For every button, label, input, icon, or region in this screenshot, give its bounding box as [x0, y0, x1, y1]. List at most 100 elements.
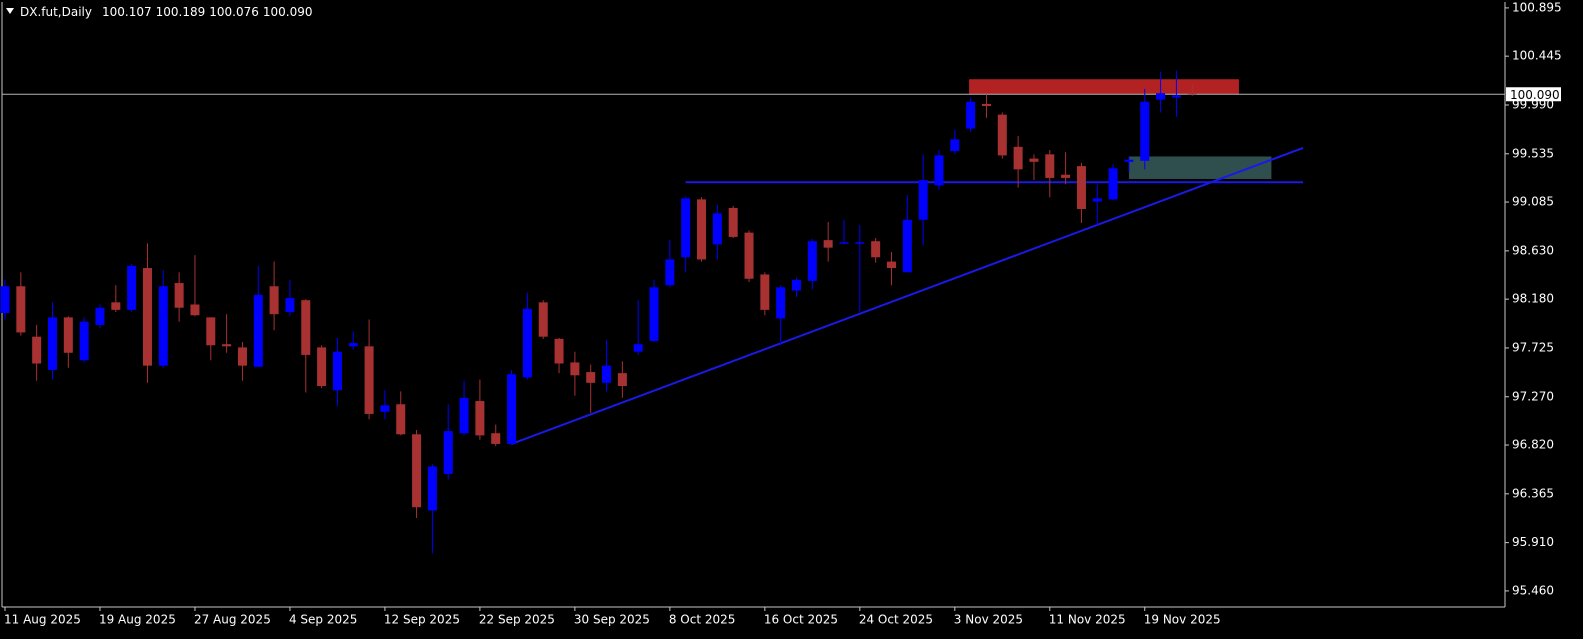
x-tick-label: 11 Nov 2025 — [1049, 613, 1126, 627]
y-tick-label: 97.270 — [1512, 389, 1554, 403]
candle-body — [380, 405, 390, 412]
y-tick-label: 97.725 — [1512, 340, 1554, 354]
candle-body — [16, 286, 26, 333]
candle-body — [1156, 93, 1166, 100]
candle-body — [190, 304, 200, 316]
candle-body — [63, 317, 73, 353]
x-tick-label: 24 Oct 2025 — [859, 613, 933, 627]
candle-body — [206, 317, 216, 346]
candle-body — [174, 283, 184, 308]
candle-body — [1092, 198, 1102, 202]
zone-rectangle — [969, 79, 1239, 95]
candle-body — [776, 287, 786, 319]
x-tick-label: 22 Sep 2025 — [479, 613, 555, 627]
x-tick-label: 12 Sep 2025 — [384, 613, 460, 627]
x-tick-label: 3 Nov 2025 — [954, 613, 1023, 627]
y-tick-label: 100.445 — [1512, 49, 1562, 63]
candle-body — [950, 139, 960, 152]
candle-body — [459, 397, 469, 434]
candle-body — [491, 433, 501, 444]
x-tick-label: 27 Aug 2025 — [194, 613, 271, 627]
candle-body — [396, 404, 406, 435]
candle-body — [665, 259, 675, 286]
candle-body — [633, 344, 643, 352]
plot-objects — [511, 79, 1304, 445]
candle-body — [1108, 168, 1118, 200]
candle-body — [792, 279, 801, 291]
current-price-box — [1506, 87, 1561, 102]
candle-body — [538, 302, 548, 337]
candle-body — [855, 242, 865, 244]
candle-body — [301, 300, 311, 355]
candle-body — [1140, 101, 1150, 161]
x-tick-label: 11 Aug 2025 — [4, 613, 81, 627]
candle-body — [443, 431, 453, 474]
current-price-label: 100.090 — [1510, 88, 1560, 102]
chart-header: DX.fut,Daily 100.107 100.189 100.076 100.090 — [20, 5, 313, 19]
candle-body — [1076, 166, 1086, 210]
header-low: 100.076 — [209, 5, 259, 19]
candle-body — [1187, 92, 1197, 95]
candle-body — [142, 268, 152, 366]
candle-body — [111, 302, 121, 310]
candle-body — [586, 372, 596, 383]
candle-body — [348, 343, 358, 347]
candle-body — [237, 347, 247, 366]
candle-body — [158, 286, 168, 366]
candle-body — [902, 219, 912, 273]
candle-body — [1171, 95, 1181, 98]
x-tick-label: 16 Oct 2025 — [764, 613, 838, 627]
candle-body — [253, 294, 263, 367]
candle-body — [871, 241, 881, 258]
y-tick-label: 98.630 — [1512, 243, 1554, 257]
candle-body — [427, 466, 437, 511]
header-high: 100.189 — [156, 5, 206, 19]
candle-body — [1124, 159, 1134, 162]
candle-body — [570, 362, 580, 376]
candle-body — [697, 199, 707, 260]
candle-body — [554, 338, 564, 364]
y-tick-label: 99.085 — [1512, 195, 1554, 209]
candle-body — [997, 114, 1007, 156]
candle-body — [918, 180, 928, 220]
y-tick-label: 98.180 — [1512, 292, 1554, 306]
candle-body — [728, 207, 738, 237]
candle-body — [823, 240, 833, 248]
y-tick-label: 99.535 — [1512, 146, 1554, 160]
menu-triangle[interactable] — [6, 8, 14, 14]
y-tick-label: 95.460 — [1512, 583, 1554, 597]
candle-body — [127, 265, 137, 310]
candle-body — [617, 373, 627, 387]
candle-body — [475, 401, 485, 436]
header-open: 100.107 — [102, 5, 152, 19]
candle-body — [760, 274, 770, 310]
candle-body — [1061, 174, 1071, 178]
candle-body — [1029, 158, 1039, 162]
x-tick-label: 19 Aug 2025 — [99, 613, 176, 627]
candle-body — [522, 308, 532, 378]
candle-body — [807, 241, 817, 281]
candle-body — [1013, 146, 1023, 170]
candle-body — [712, 213, 722, 245]
candle-body — [95, 307, 105, 325]
y-tick-label: 96.820 — [1512, 438, 1554, 452]
y-tick-label: 100.895 — [1512, 0, 1562, 14]
trend-line — [511, 146, 1304, 445]
header-close: 100.090 — [263, 5, 313, 19]
candle-body — [317, 347, 327, 387]
candle-body — [332, 351, 342, 391]
candle-body — [32, 336, 42, 364]
candle-body — [507, 374, 517, 444]
candle-body — [681, 198, 691, 258]
candle-body — [839, 242, 849, 244]
candle-body — [47, 317, 57, 370]
x-tick-label: 19 Nov 2025 — [1144, 613, 1221, 627]
candle-body — [744, 232, 754, 279]
y-tick-label: 96.365 — [1512, 486, 1554, 500]
y-tick-label: 95.910 — [1512, 535, 1554, 549]
candle-body — [1045, 154, 1055, 178]
candle-body — [934, 155, 944, 186]
candle-body — [886, 261, 896, 269]
